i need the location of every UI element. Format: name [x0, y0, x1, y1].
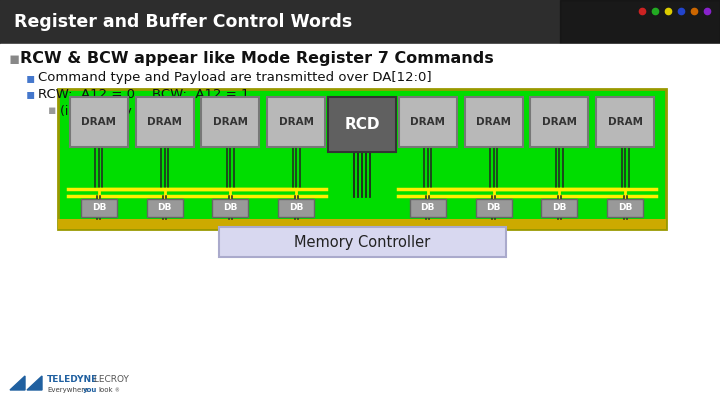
Text: RCW:  A12 = 0    BCW:  A12 = 1: RCW: A12 = 0 BCW: A12 = 1 [38, 88, 250, 101]
Text: RCD: RCD [344, 117, 379, 132]
Text: RCW & BCW appear like Mode Register 7 Commands: RCW & BCW appear like Mode Register 7 Co… [20, 51, 494, 67]
Text: DRAM: DRAM [213, 117, 248, 127]
Text: DRAM: DRAM [542, 117, 577, 127]
FancyBboxPatch shape [219, 227, 506, 257]
Text: Memory Controller: Memory Controller [294, 234, 431, 250]
Bar [58, 89, 666, 229]
Text: DB: DB [487, 204, 500, 213]
Text: DB: DB [158, 204, 172, 213]
Bar [267, 97, 325, 147]
Bar [212, 199, 248, 217]
Bar [147, 199, 183, 217]
Bar [596, 97, 654, 147]
Text: LECROY: LECROY [91, 375, 129, 385]
Bar [560, 0, 720, 44]
Bar [464, 97, 523, 147]
Bar [328, 97, 396, 152]
Text: DRAM: DRAM [81, 117, 117, 127]
Bar [541, 199, 577, 217]
Text: DRAM: DRAM [279, 117, 314, 127]
Text: DRAM: DRAM [608, 117, 643, 127]
Text: ▪: ▪ [26, 71, 35, 85]
Text: DRAM: DRAM [147, 117, 182, 127]
Text: DB: DB [420, 204, 435, 213]
Text: ®: ® [114, 389, 119, 393]
Text: ▪: ▪ [26, 87, 35, 101]
Text: ▪: ▪ [48, 105, 56, 118]
Text: Everywhere: Everywhere [47, 387, 89, 393]
Text: DB: DB [223, 204, 238, 213]
Polygon shape [27, 376, 42, 390]
Bar [58, 219, 666, 229]
Text: DB: DB [91, 204, 106, 213]
Text: DB: DB [618, 204, 632, 213]
Text: DB: DB [289, 204, 303, 213]
Bar [0, 0, 720, 44]
Text: (ignored by DRAM): (ignored by DRAM) [60, 105, 178, 118]
Text: Command type and Payload are transmitted over DA[12:0]: Command type and Payload are transmitted… [38, 72, 431, 84]
Text: TELEDYNE: TELEDYNE [47, 375, 98, 385]
Bar [0, 44, 720, 404]
Bar [410, 199, 446, 217]
Text: DB: DB [552, 204, 567, 213]
Text: DRAM: DRAM [410, 117, 445, 127]
Text: look: look [98, 387, 112, 393]
Bar [531, 97, 588, 147]
Polygon shape [10, 376, 25, 390]
Bar [278, 199, 314, 217]
Text: Register and Buffer Control Words: Register and Buffer Control Words [14, 13, 352, 31]
Bar [607, 199, 643, 217]
Text: DRAM: DRAM [476, 117, 511, 127]
Bar [475, 199, 511, 217]
Bar [81, 199, 117, 217]
Text: you: you [83, 387, 97, 393]
Bar [135, 97, 194, 147]
Bar [202, 97, 259, 147]
Text: ▪: ▪ [8, 50, 19, 68]
Bar [399, 97, 456, 147]
Bar [70, 97, 128, 147]
